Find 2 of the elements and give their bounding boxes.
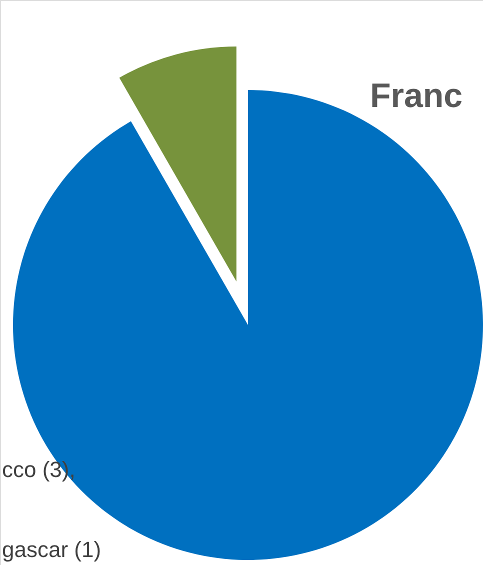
text: gascar (1): [2, 537, 102, 562]
text: Franc: [370, 77, 463, 115]
